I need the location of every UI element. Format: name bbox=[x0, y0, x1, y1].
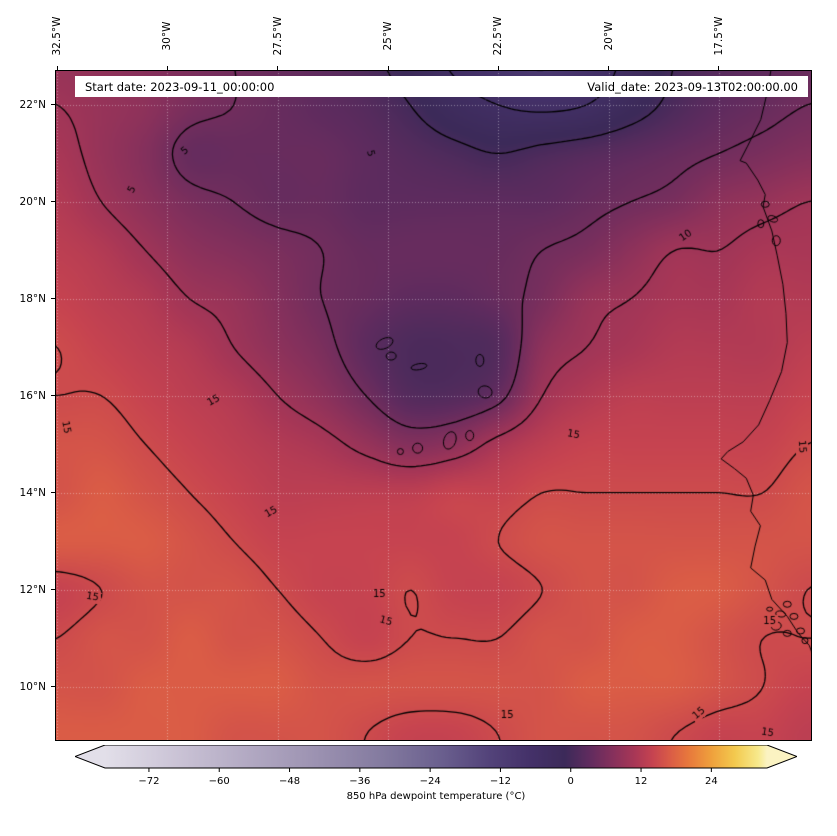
lat-tick-label: 16°N bbox=[19, 389, 46, 402]
lat-tick-mark bbox=[51, 298, 55, 300]
start-date-label: Start date: 2023-09-11_00:00:00 bbox=[85, 79, 275, 94]
lon-tick-mark bbox=[497, 66, 499, 70]
lat-tick-mark bbox=[51, 492, 55, 494]
colorbar-tick-label: −48 bbox=[279, 776, 300, 787]
lon-tick-label: 32.5°W bbox=[51, 16, 64, 56]
lon-tick-label: 17.5°W bbox=[712, 16, 725, 56]
colorbar-tick-label: 0 bbox=[568, 776, 574, 787]
lon-tick-mark bbox=[718, 66, 720, 70]
valid-date-label: Valid_date: 2023-09-13T02:00:00.00 bbox=[587, 79, 798, 94]
colorbar-gradient-bar bbox=[73, 744, 799, 769]
lon-tick-mark bbox=[56, 66, 58, 70]
lat-tick-mark bbox=[51, 589, 55, 591]
lon-tick-mark bbox=[387, 66, 389, 70]
lon-tick-label: 30°W bbox=[161, 21, 174, 51]
lon-tick-mark bbox=[608, 66, 610, 70]
lon-tick-mark bbox=[166, 66, 168, 70]
lat-tick-label: 20°N bbox=[19, 195, 46, 208]
contour-overlay-canvas bbox=[55, 70, 812, 741]
colorbar-tick-label: −24 bbox=[420, 776, 441, 787]
colorbar-tick-label: 24 bbox=[705, 776, 718, 787]
colorbar-tick-label: −36 bbox=[349, 776, 370, 787]
colorbar-tick-label: −72 bbox=[138, 776, 159, 787]
colorbar-tick-label: 12 bbox=[635, 776, 648, 787]
lon-tick-label: 20°W bbox=[602, 21, 615, 51]
lon-tick-mark bbox=[277, 66, 279, 70]
lat-tick-label: 18°N bbox=[19, 292, 46, 305]
lat-tick-mark bbox=[51, 201, 55, 203]
lon-tick-label: 22.5°W bbox=[492, 16, 505, 56]
lat-tick-mark bbox=[51, 686, 55, 688]
colorbar-tick-label: −60 bbox=[209, 776, 230, 787]
colorbar-label: 850 hPa dewpoint temperature (°C) bbox=[346, 791, 526, 802]
lat-tick-label: 10°N bbox=[19, 680, 46, 693]
lat-tick-mark bbox=[51, 395, 55, 397]
lat-tick-label: 12°N bbox=[19, 583, 46, 596]
colorbar: −72 −60 −48 −36 −24 −12 0 12 24 bbox=[73, 744, 799, 791]
lat-tick-mark bbox=[51, 104, 55, 106]
colorbar-tick-label: −12 bbox=[490, 776, 511, 787]
lon-tick-label: 25°W bbox=[382, 21, 395, 51]
map-plot-area: Start date: 2023-09-11_00:00:00 Valid_da… bbox=[55, 70, 812, 741]
annotation-bar: Start date: 2023-09-11_00:00:00 Valid_da… bbox=[75, 76, 808, 97]
colorbar-svg: −72 −60 −48 −36 −24 −12 0 12 24 bbox=[73, 744, 799, 787]
lon-tick-label: 27.5°W bbox=[271, 16, 284, 56]
lat-tick-label: 22°N bbox=[19, 98, 46, 111]
lat-tick-label: 14°N bbox=[19, 486, 46, 499]
